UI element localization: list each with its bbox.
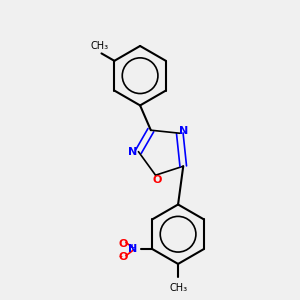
- Text: +: +: [128, 243, 135, 252]
- Text: CH₃: CH₃: [169, 283, 187, 293]
- Text: N: N: [128, 244, 137, 254]
- Text: N: N: [128, 147, 137, 157]
- Text: O: O: [119, 239, 128, 249]
- Text: O: O: [119, 252, 128, 262]
- Text: CH₃: CH₃: [91, 41, 109, 51]
- Text: N: N: [179, 126, 188, 136]
- Text: -: -: [118, 251, 122, 261]
- Text: O: O: [152, 175, 162, 185]
